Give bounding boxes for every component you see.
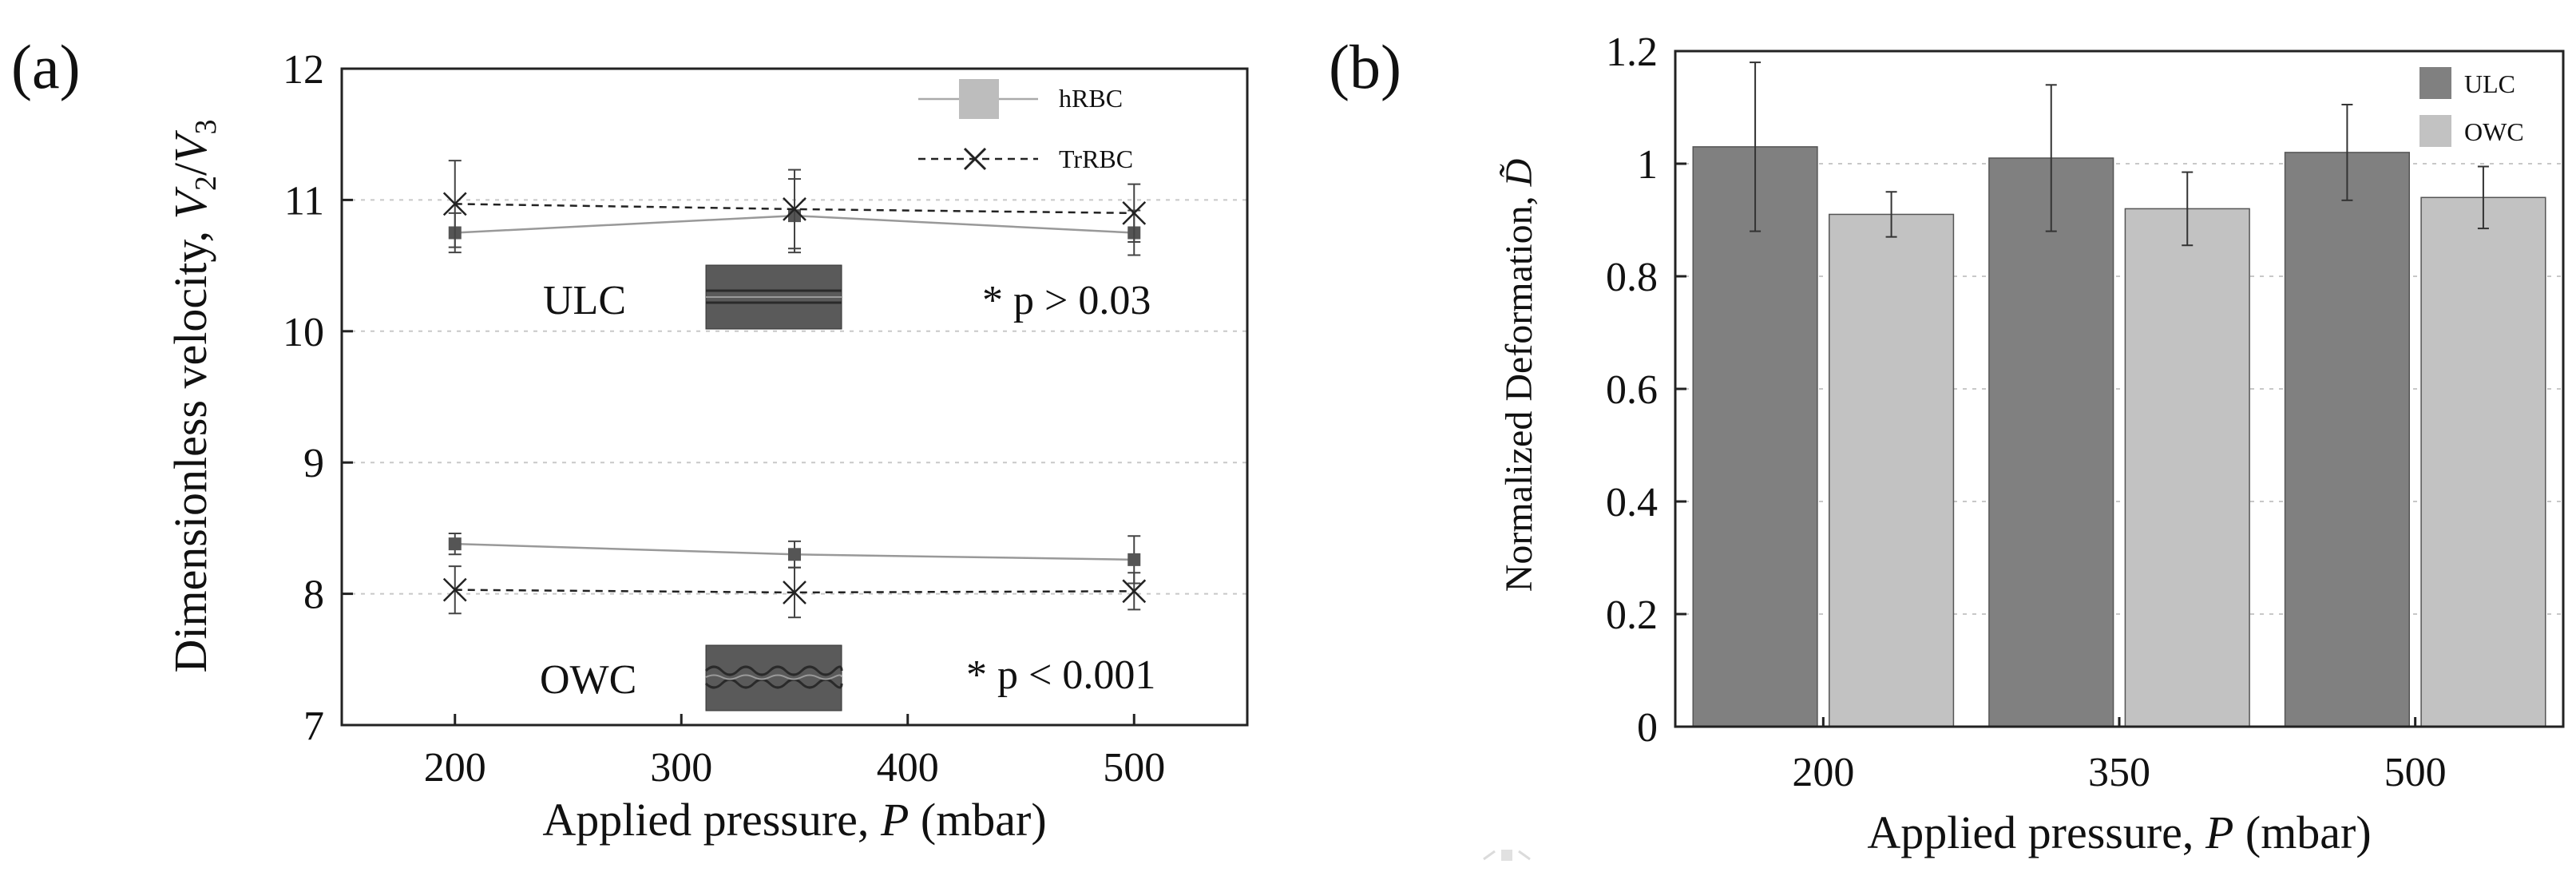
point-trrbc-ulc-350	[783, 197, 806, 221]
ulc-channel-image	[705, 264, 842, 330]
legend-trrbc-label: TrRBC	[1059, 145, 1133, 173]
panel-a-plot-frame	[340, 67, 1249, 727]
y-tick-label-0.2: 0.2	[1606, 593, 1658, 638]
point-hrbc-owc-500	[1127, 553, 1141, 566]
legend-hrbc-square-marker	[959, 79, 999, 119]
y-tick-label-0.4: 0.4	[1606, 480, 1658, 525]
bar-ulc-500	[2284, 152, 2411, 727]
legend-owc-label: OWC	[2464, 117, 2524, 146]
y-tick-label-1: 1	[1637, 142, 1658, 188]
x-tick-label-500: 500	[1103, 745, 1165, 791]
point-trrbc-owc-350	[783, 581, 806, 604]
panel-b-gridlines	[1675, 163, 2563, 615]
y-tick-label-0.6: 0.6	[1606, 367, 1658, 413]
point-hrbc-owc-200	[448, 537, 462, 551]
panel-b-bars	[1692, 61, 2546, 727]
panel-a-y-ticks: 7 8 9 10 11 12	[283, 47, 353, 749]
series-trrbc-owc	[442, 565, 1147, 619]
y-tick-label-8: 8	[303, 573, 324, 618]
legend-hrbc-label: hRBC	[1059, 84, 1123, 113]
panel-a-series	[442, 160, 1147, 619]
panel-b-legend: ULC OWC	[2419, 67, 2524, 147]
errorbar-ulc-500	[2341, 103, 2353, 201]
ulc-p-value: * p > 0.03	[982, 278, 1151, 323]
panel-a-legend: hRBC TrRBC	[918, 79, 1133, 173]
panel-a-y-axis-title: Dimensionless velocity, V2/V3	[164, 119, 223, 672]
x-tick-label-300: 300	[650, 745, 712, 791]
owc-channel-image	[704, 644, 843, 711]
bar-ulc-200	[1692, 146, 1818, 727]
panel-b-x-ticks: 200 350 500	[1792, 717, 2447, 795]
errorbar-ulc-200	[1750, 61, 1762, 232]
bar-owc-350	[2124, 208, 2250, 727]
x-tick-label-400: 400	[877, 745, 939, 791]
owc-label: OWC	[540, 657, 636, 703]
panel-b-y-ticks: 0 0.2 0.4 0.6 0.8 1 1.2	[1606, 30, 1686, 751]
x-tick-label-200: 200	[424, 745, 486, 791]
errorbar-ulc-350	[2045, 84, 2057, 232]
panel-b-bar-chart: (b) 00.20.40.60.811.2 200 350 500 ULC OWC …	[1329, 30, 2565, 858]
errorbar-owc-200	[1885, 191, 1897, 238]
point-hrbc-owc-350	[788, 548, 801, 561]
point-trrbc-ulc-200	[442, 192, 467, 216]
series-trrbc-ulc	[442, 160, 1147, 250]
point-trrbc-ulc-500	[1122, 200, 1147, 225]
y-tick-label-1.2: 1.2	[1606, 30, 1658, 75]
legend-ulc-label: ULC	[2464, 69, 2515, 98]
legend-ulc-swatch	[2419, 67, 2451, 99]
bar-owc-500	[2420, 196, 2546, 727]
legend-trrbc-x-marker	[963, 147, 987, 171]
faint-artifact-mark	[1483, 850, 1531, 861]
bar-owc-200	[1828, 213, 1955, 727]
series-hrbc-owc	[448, 532, 1141, 585]
x-tick-label-500: 500	[2384, 750, 2447, 795]
line-trrbc-ulc	[454, 203, 1135, 215]
point-trrbc-owc-500	[1122, 579, 1147, 604]
y-tick-label-0.8: 0.8	[1606, 255, 1658, 300]
panel-a-label: (a)	[11, 32, 81, 101]
errorbar-owc-350	[2182, 171, 2194, 247]
panel-b-label: (b)	[1329, 32, 1401, 101]
y-tick-label-0: 0	[1637, 705, 1658, 751]
y-tick-label-10: 10	[283, 310, 324, 355]
panel-b-x-axis-title: Applied pressure, P (mbar)	[1867, 807, 2371, 858]
panel-a-line-chart: (a) 7 8 9 10 11 12 200 300 400 500 ULC * p > 0.0…	[11, 32, 1249, 846]
errorbar-owc-500	[2477, 165, 2489, 230]
y-tick-label-9: 9	[303, 441, 324, 486]
bar-ulc-350	[1988, 157, 2114, 727]
panel-a-gridlines	[342, 199, 1247, 595]
y-tick-label-12: 12	[283, 47, 324, 93]
panel-a-x-axis-title: Applied pressure, P (mbar)	[542, 794, 1046, 846]
panel-b-plot-frame	[1674, 50, 2565, 728]
y-tick-label-11: 11	[284, 178, 324, 224]
x-tick-label-350: 350	[2088, 750, 2150, 795]
point-trrbc-owc-200	[442, 577, 467, 602]
y-tick-label-7: 7	[303, 704, 324, 749]
legend-owc-swatch	[2419, 115, 2451, 147]
ulc-label: ULC	[543, 278, 626, 323]
line-trrbc-owc	[454, 589, 1135, 594]
owc-p-value: * p < 0.001	[966, 652, 1155, 698]
panel-b-y-axis-title: Normalized Deformation, D̃	[1498, 159, 1540, 593]
panel-a-x-ticks: 200 300 400 500	[424, 714, 1165, 791]
x-tick-label-200: 200	[1792, 750, 1854, 795]
